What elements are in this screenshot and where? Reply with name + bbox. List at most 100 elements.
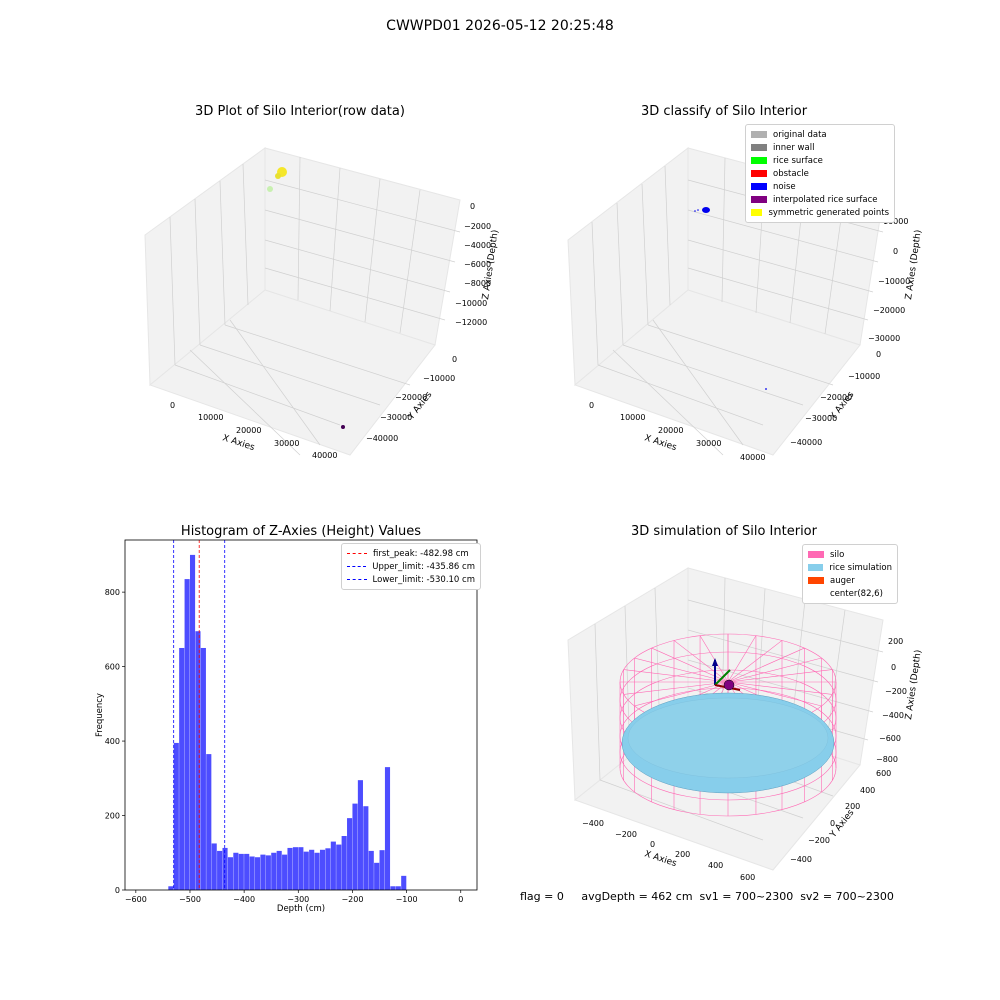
histogram-bar xyxy=(401,875,407,890)
tick: −40000 xyxy=(790,438,822,447)
y-arrow xyxy=(714,669,731,686)
tick: −200 xyxy=(885,687,907,696)
status-footer: flag = 0 avgDepth = 462 cm sv1 = 700~230… xyxy=(520,890,894,903)
legend-label: interpolated rice surface xyxy=(773,194,878,205)
legend-item: silo xyxy=(808,548,892,561)
panel2-title: 3D classify of Silo Interior xyxy=(640,104,808,119)
tick: 10000 xyxy=(883,217,908,226)
legend-label: rice surface xyxy=(773,155,823,166)
y-tick-label: 600 xyxy=(105,663,120,672)
tick: 0 xyxy=(452,355,457,364)
tick: 0 xyxy=(589,401,594,410)
legend-item: Upper_limit: -435.86 cm xyxy=(347,560,475,573)
tick: −10000 xyxy=(878,277,910,286)
panel1-3d-axes: 0 10000 20000 30000 40000 X Axies 0 −100… xyxy=(144,147,501,460)
legend-label: original data xyxy=(773,129,827,140)
histogram-bar xyxy=(292,847,298,890)
histogram-bar xyxy=(298,847,304,890)
histogram-bar xyxy=(254,857,261,890)
histogram-bar xyxy=(222,847,228,890)
legend-swatch xyxy=(751,196,767,203)
tick: 0 xyxy=(470,202,475,211)
silo-spoke xyxy=(727,640,783,683)
tick: −800 xyxy=(876,755,898,764)
histogram-bar xyxy=(265,855,271,890)
panel2-y-ticks: 0 −10000 −20000 −30000 −40000 xyxy=(790,350,881,447)
legend-label: Upper_limit: -435.86 cm xyxy=(372,561,475,572)
tick: 10000 xyxy=(620,413,645,422)
legend-item: symmetric generated points xyxy=(751,206,889,219)
x-axis-label: X Axies xyxy=(643,433,678,453)
histogram-bar xyxy=(233,852,239,890)
tick: −10000 xyxy=(848,372,880,381)
histogram-bar xyxy=(390,886,396,890)
silo-spoke xyxy=(727,681,833,695)
histogram-bar xyxy=(314,852,320,890)
panel2-z-ticks: 10000 0 −10000 −20000 −30000 xyxy=(868,217,910,343)
panel3-title: Histogram of Z-Axies (Height) Values xyxy=(180,524,422,539)
legend-item: inner wall xyxy=(751,141,889,154)
histogram-bar xyxy=(287,847,293,890)
histogram-bar xyxy=(330,841,336,890)
tick: 10000 xyxy=(198,413,223,422)
histogram-bar xyxy=(271,852,277,890)
y-axis-label: Frequency xyxy=(95,693,105,737)
raw-point-outlier xyxy=(341,425,345,429)
histogram-bar xyxy=(368,850,374,890)
legend-line xyxy=(347,579,367,580)
center-marker xyxy=(723,679,735,691)
legend-label: first_peak: -482.98 cm xyxy=(373,548,469,559)
tick: 0 xyxy=(876,350,881,359)
panel1-z-ticks: 0 −2000 −4000 −6000 −8000 −10000 −12000 xyxy=(455,202,491,327)
tick: −20000 xyxy=(873,306,905,315)
legend-label: inner wall xyxy=(773,142,815,153)
legend-item: original data xyxy=(751,128,889,141)
legend-swatch xyxy=(808,564,824,571)
z-axis-label: Z Axies (Depth) xyxy=(904,649,924,720)
noise-cluster xyxy=(702,207,710,213)
x-tick-label: −200 xyxy=(341,895,363,904)
legend-item: auger xyxy=(808,574,892,587)
histogram-bar xyxy=(357,780,363,890)
silo-spoke xyxy=(699,635,729,683)
tick: −30000 xyxy=(868,334,900,343)
legend-item: rice surface xyxy=(751,154,889,167)
x-axis-label: X Axies xyxy=(643,849,678,869)
legend-item: center(82,6) xyxy=(808,587,892,600)
tick: −20000 xyxy=(820,393,852,402)
histogram-bar xyxy=(168,886,174,890)
legend-line xyxy=(347,553,367,554)
legend-item: rice simulation xyxy=(808,561,892,574)
tick: 200 xyxy=(845,802,860,811)
tick: 600 xyxy=(876,769,891,778)
panel2-x-ticks: 0 10000 20000 30000 40000 xyxy=(589,401,765,462)
tick: 30000 xyxy=(696,439,721,448)
histogram-chart: −600 −500 −400 −300 −200 −100 0 0200400600800 … xyxy=(95,539,478,914)
silo-spoke xyxy=(623,669,729,683)
x-tick-label: −600 xyxy=(125,895,147,904)
legend-item: Lower_limit: -530.10 cm xyxy=(347,573,475,586)
panel2-3d-axes: 0 10000 20000 30000 40000 X Axies 0 −100… xyxy=(567,146,924,462)
histogram-bar xyxy=(189,554,196,890)
tick: 0 xyxy=(650,840,655,849)
tick: 400 xyxy=(860,786,875,795)
histogram-bar xyxy=(363,806,369,890)
histogram-bar xyxy=(319,849,326,890)
tick: −400 xyxy=(790,855,812,864)
histogram-bar xyxy=(336,844,342,890)
histogram-bar xyxy=(249,856,255,890)
legend-swatch xyxy=(751,183,767,190)
panel4-legend: silo rice simulation auger center(82,6) xyxy=(802,544,898,604)
panel4-y-ticks: 600 400 200 0 −200 −400 xyxy=(790,769,891,864)
histogram-bar xyxy=(309,849,315,890)
tick: −2000 xyxy=(464,222,491,231)
legend-item: noise xyxy=(751,180,889,193)
legend-swatch xyxy=(751,131,767,138)
panel4-title: 3D simulation of Silo Interior xyxy=(631,524,817,539)
histogram-bar xyxy=(347,818,353,890)
silo-spoke xyxy=(727,657,822,683)
tick: −20000 xyxy=(395,393,427,402)
tick: 0 xyxy=(893,247,898,256)
legend-item: interpolated rice surface xyxy=(751,193,889,206)
panel2-legend: original data inner wall rice surface ob… xyxy=(745,124,895,223)
